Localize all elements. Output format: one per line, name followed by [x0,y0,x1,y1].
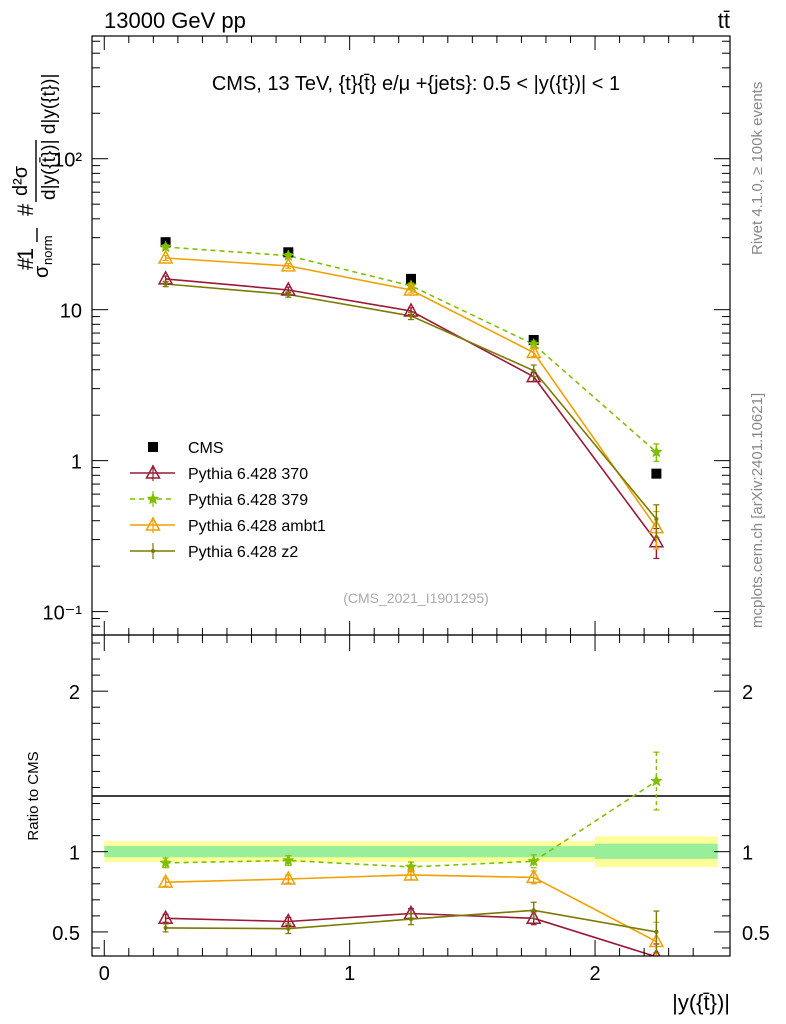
series-marker-3 [525,343,542,359]
ratio-frame [91,634,731,957]
svg-text:#: # [13,203,38,216]
main-panel: 10⁻¹ 1 10 10² CMS, 13 TeV, {t}{t̄} e/μ +{je… [10,35,731,636]
ratio-ytick-label: 1 [69,843,80,865]
ratio-marker-1 [159,856,172,869]
svg-text:σ: σ [31,265,53,278]
legend-label: Pythia 6.428 379 [188,492,308,509]
ratio-ytick-label-right: 1 [742,843,753,865]
ratio-ytick-label-right: 2 [742,682,753,704]
legend: CMS Pythia 6.428 370 Pythia 6.428 379 Pythi… [130,440,326,561]
ratio-marker-2 [280,870,297,885]
ratio-marker-2 [525,868,542,884]
ratio-xlabel: |y({t̄})| [672,990,730,1015]
watermark: (CMS_2021_I1901295) [343,590,489,606]
ratio-marker-3 [409,917,413,922]
series-marker-3 [157,249,174,264]
ratio-ytick-label: 2 [69,682,80,704]
ratio-marker-1 [650,774,663,787]
series-marker-1 [525,368,542,383]
series-marker-3 [280,257,297,272]
main-title: CMS, 13 TeV, {t}{t̄} e/μ +{jets}: 0.5 < … [212,73,620,95]
legend-marker [145,516,161,531]
ratio-marker-3 [286,926,291,931]
series-marker-4 [163,281,168,286]
legend-label: CMS [188,440,224,457]
ratio-xtick-label: 0 [99,963,110,985]
cms-data-point [651,468,662,479]
mcplots-label: mcplots.cern.ch [arXiv:2401.10621] [749,393,766,628]
legend-marker [145,464,161,479]
svg-text:d|y({t̄})| d|y({t})|: d|y({t̄})| d|y({t})| [39,74,60,200]
series-line-2 [165,246,657,453]
rivet-label: Rivet 4.1.0, ≥ 100k events [749,82,766,255]
ratio-xtick-label: 1 [344,963,355,985]
series-marker-4 [286,292,291,297]
main-ytick-label: 10² [53,150,82,172]
legend-marker [151,549,155,553]
energy-label: 13000 GeV pp [104,8,246,33]
svg-text:#: # [13,257,38,270]
process-label: tt̄ [718,8,730,33]
ratio-ylabel: Ratio to CMS [25,751,42,840]
series-marker-3 [403,281,419,296]
ratio-panel: 0.5 0.5 1 1 2 2 0 1 2 Ratio to CMS |y({t̄})| [25,634,770,1015]
main-ytick-label: 10 [60,301,82,323]
main-ylabel: # 1 σ norm # d²σ d|y({t̄})| d|y({t})| [10,74,60,278]
series-marker-2 [650,445,663,458]
main-ytick-label: 10⁻¹ [43,603,83,625]
series-marker-4 [531,368,536,373]
ratio-marker-2 [157,873,174,888]
ratio-marker-3 [654,929,659,934]
ratio-ytick-label-right: 0.5 [742,923,770,945]
series-line-3 [165,257,658,529]
legend-marker [146,492,160,505]
legend-label: Pythia 6.428 ambt1 [188,518,326,535]
legend-marker-cms [148,442,158,452]
ratio-marker-0 [525,909,542,925]
series-marker-4 [409,313,413,318]
series-marker-4 [654,517,659,522]
ratio-marker-0 [157,909,174,925]
svg-text:d²σ: d²σ [10,165,32,196]
ratio-band-inner [595,843,718,859]
ratio-marker-3 [531,908,536,913]
ratio-marker-3 [163,925,168,930]
svg-text:norm: norm [40,235,55,265]
ratio-ytick-label: 0.5 [52,923,80,945]
ratio-xtick-label: 2 [589,963,600,985]
ratio-band-inner [104,846,596,858]
svg-text:1: 1 [13,248,38,260]
ratio-marker-1 [527,854,541,867]
legend-label: Pythia 6.428 370 [188,466,308,483]
main-ytick-label: 1 [71,452,82,474]
legend-label: Pythia 6.428 z2 [188,544,298,561]
ratio-marker-1 [281,853,295,866]
ratio-marker-2 [403,866,419,881]
cms-data-point [406,273,416,284]
